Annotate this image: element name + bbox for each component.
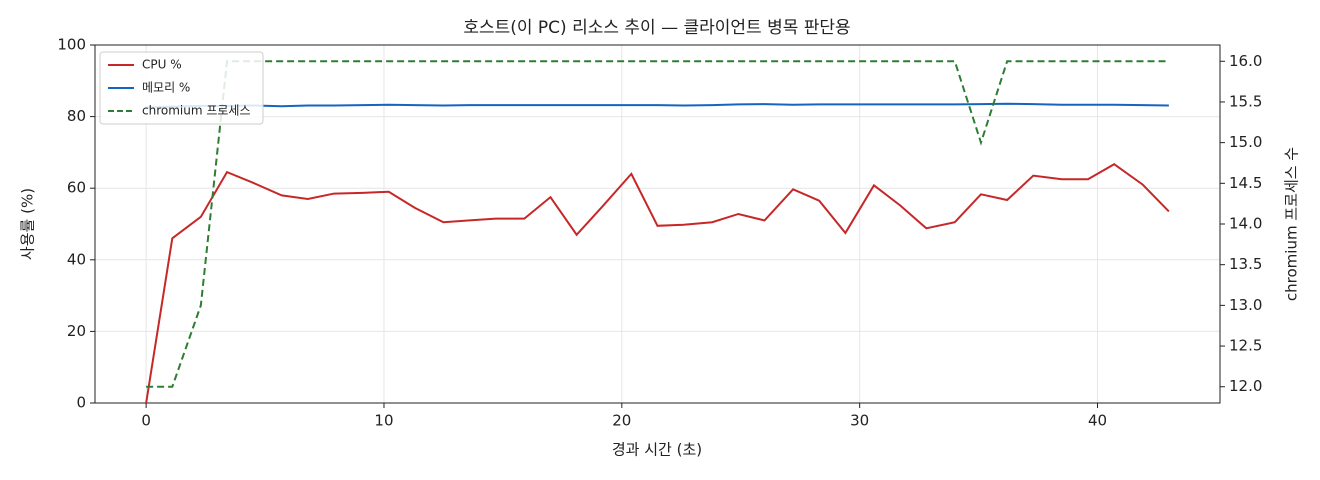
y-axis-label: 사용률 (%) xyxy=(19,188,37,260)
y-tick-label: 40 xyxy=(67,250,86,268)
x-tick-label: 30 xyxy=(850,412,869,430)
y-tick-label: 0 xyxy=(76,394,86,412)
x-axis-label: 경과 시간 (초) xyxy=(612,441,702,459)
x-tick-label: 40 xyxy=(1088,412,1107,430)
legend-label: CPU % xyxy=(142,58,182,72)
x-tick-label: 20 xyxy=(612,412,631,430)
y2-tick-label: 14.0 xyxy=(1229,215,1262,233)
y2-tick-label: 12.5 xyxy=(1229,337,1262,355)
y2-tick-label: 13.0 xyxy=(1229,296,1262,314)
y-tick-label: 80 xyxy=(67,107,86,125)
y-tick-label: 60 xyxy=(67,179,86,197)
plot-frame xyxy=(94,44,1221,404)
y2-tick-label: 16.0 xyxy=(1229,52,1262,70)
series-line xyxy=(146,102,1169,109)
y2-axis-label: chromium 프로세스 수 xyxy=(1283,147,1301,301)
y2-tick-label: 15.5 xyxy=(1229,92,1262,110)
chart-title: 호스트(이 PC) 리소스 추이 — 클라이언트 병목 판단용 xyxy=(463,18,850,38)
y2-tick-label: 13.5 xyxy=(1229,255,1262,273)
y2-tick-label: 14.5 xyxy=(1229,174,1262,192)
legend-label: 메모리 % xyxy=(142,81,190,95)
series-line xyxy=(145,163,1170,404)
x-tick-label: 0 xyxy=(141,412,151,430)
y-tick-label: 20 xyxy=(67,322,86,340)
legend-label: chromium 프로세스 xyxy=(142,104,251,118)
x-tick-label: 10 xyxy=(374,412,393,430)
y2-tick-label: 15.0 xyxy=(1229,133,1262,151)
legend-box xyxy=(99,51,264,125)
y2-tick-label: 12.0 xyxy=(1229,377,1262,395)
y-tick-label: 100 xyxy=(57,36,86,54)
